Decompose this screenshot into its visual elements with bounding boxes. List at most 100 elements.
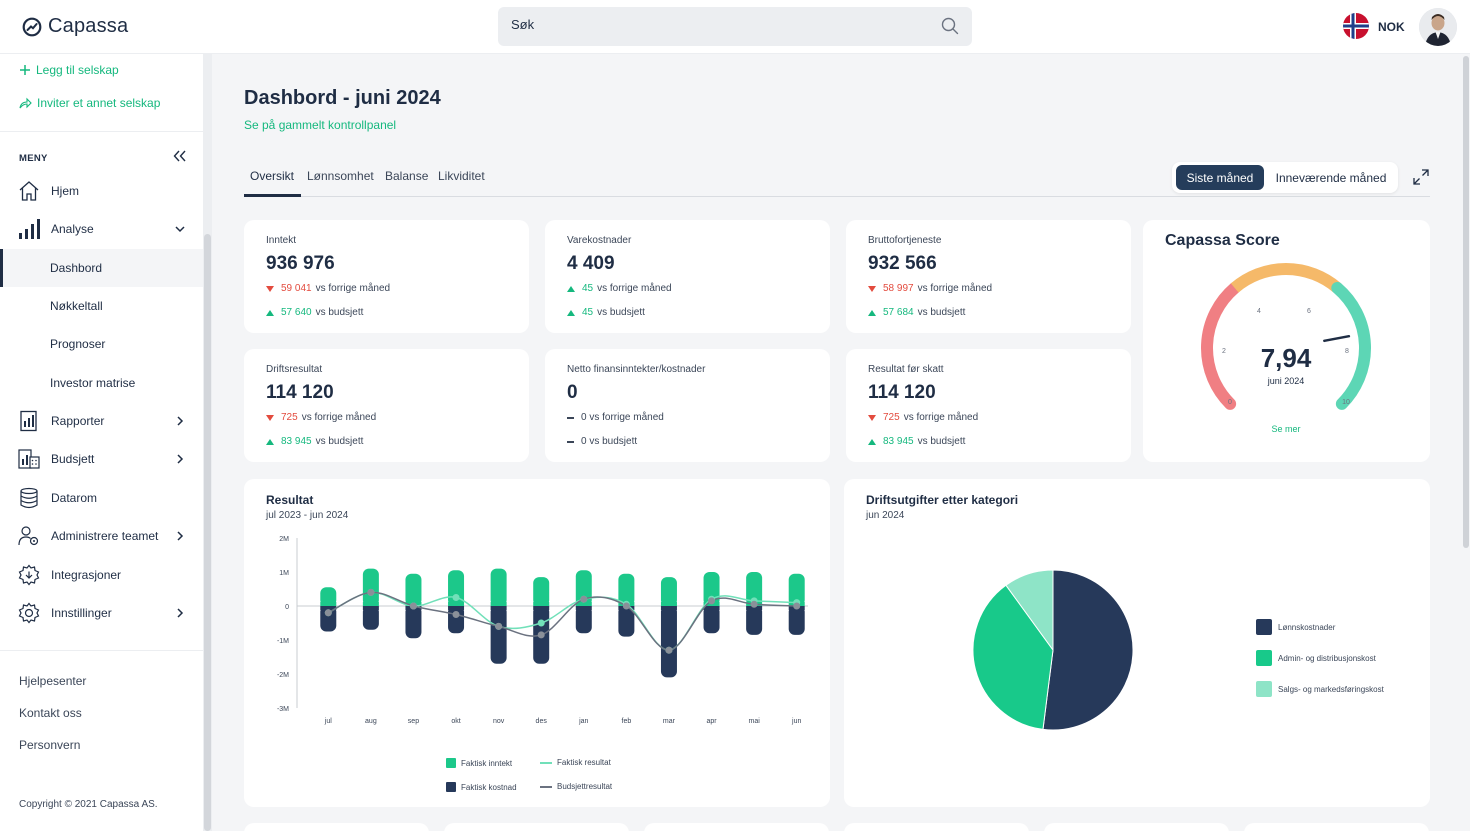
- sidebar-subitem-forecasts[interactable]: Prognoser: [50, 337, 106, 351]
- old-dashboard-link[interactable]: Se på gammelt kontrollpanel: [244, 118, 397, 132]
- point-budget-result[interactable]: [750, 600, 758, 608]
- bar-cost-nov[interactable]: [490, 606, 507, 664]
- sidebar-subitem-dashboard[interactable]: Dashbord: [0, 249, 203, 287]
- bar-cost-okt[interactable]: [448, 606, 465, 634]
- sidebar-scrollbar-thumb[interactable]: [204, 234, 211, 831]
- gauge-segment-0: [1201, 281, 1241, 410]
- point-budget-result[interactable]: [665, 646, 673, 654]
- bar-cost-aug[interactable]: [362, 606, 379, 630]
- bar-income-feb[interactable]: [618, 573, 635, 606]
- bar-cost-jul[interactable]: [320, 606, 337, 632]
- gauge-tick-10: 10: [1342, 399, 1350, 406]
- category-pie-chart: [972, 569, 1134, 731]
- point-actual-result[interactable]: [537, 619, 545, 627]
- pie-slice-2[interactable]: [1005, 569, 1054, 652]
- chevron-down-icon: [175, 226, 185, 233]
- sidebar-item-home[interactable]: Hjem: [0, 172, 203, 210]
- point-budget-result[interactable]: [495, 622, 503, 630]
- tab-balance[interactable]: Balanse: [385, 169, 429, 183]
- sidebar-divider: [0, 650, 203, 651]
- bar-cost-jan[interactable]: [575, 606, 592, 634]
- sidebar-item-manage-team[interactable]: Administrere teamet: [0, 517, 203, 555]
- user-avatar[interactable]: [1419, 8, 1457, 46]
- bar-income-base: [490, 602, 507, 606]
- bar-cost-mai[interactable]: [746, 606, 763, 635]
- vs-previous-month: 725 vs forrige måned: [266, 412, 376, 423]
- tab-profitability[interactable]: Lønnsomhet: [307, 169, 374, 183]
- currency-selector[interactable]: NOK: [1378, 20, 1405, 34]
- capassa-score-card[interactable]: Capassa Score 0 2 4 6 8 10 7,94 juni 202…: [1143, 220, 1430, 462]
- bar-income-jul[interactable]: [320, 587, 337, 606]
- invite-company-link[interactable]: Inviter et annet selskap: [19, 96, 160, 110]
- sidebar-item-reports[interactable]: Rapporter: [0, 402, 203, 440]
- vs-budget: 0 vs budsjett: [567, 436, 637, 447]
- y-tick-label: -1M: [277, 638, 289, 645]
- bar-cost-mar[interactable]: [660, 606, 677, 678]
- bar-income-jun[interactable]: [788, 573, 805, 606]
- sidebar-item-dataroom[interactable]: Datarom: [0, 479, 203, 517]
- privacy-link[interactable]: Personvern: [19, 738, 81, 752]
- sidebar-item-budget[interactable]: Budsjett: [0, 440, 203, 478]
- norway-flag-icon[interactable]: [1343, 13, 1369, 39]
- point-budget-result[interactable]: [409, 602, 417, 610]
- kpi-card-operating-result[interactable]: Driftsresultat 114 120 725 vs forrige mån…: [244, 349, 529, 462]
- collapse-sidebar-icon[interactable]: [173, 150, 187, 162]
- point-budget-result[interactable]: [622, 602, 630, 610]
- legend-budget-result: Budsjettresultat: [540, 782, 612, 791]
- search-input[interactable]: [511, 17, 911, 32]
- bar-income-base: [448, 602, 465, 606]
- point-budget-result[interactable]: [537, 631, 545, 639]
- point-actual-result[interactable]: [452, 594, 460, 601]
- bar-cost-jun[interactable]: [788, 606, 805, 635]
- kpi-card-net-finance[interactable]: Netto finansinntekter/kostnader 0 0 vs f…: [545, 349, 830, 462]
- pie-slice-1[interactable]: [972, 584, 1054, 730]
- bar-cost-apr[interactable]: [703, 606, 720, 634]
- bar-cost-feb[interactable]: [618, 606, 635, 637]
- bar-income-nov[interactable]: [490, 568, 507, 606]
- point-budget-result[interactable]: [324, 609, 332, 617]
- point-budget-result[interactable]: [708, 597, 716, 605]
- help-center-link[interactable]: Hjelpesenter: [19, 674, 87, 688]
- result-chart-title: Resultat: [266, 493, 314, 507]
- bar-income-aug[interactable]: [362, 568, 379, 606]
- down-arrow-icon: [266, 414, 274, 421]
- tab-overview[interactable]: Oversikt: [250, 169, 295, 183]
- search-icon[interactable]: [941, 17, 959, 35]
- sidebar-subitem-investor-matrix[interactable]: Investor matrise: [50, 376, 136, 390]
- bar-income-jan[interactable]: [575, 570, 592, 606]
- add-company-link[interactable]: Legg til selskap: [19, 63, 119, 77]
- result-chart: 2M 1M 0 -1M -2M -3M jul aug sep okt nov des jan feb ma…: [277, 536, 808, 725]
- main-scrollbar-thumb[interactable]: [1463, 56, 1469, 548]
- top-bar: Capassa NOK: [0, 0, 1470, 54]
- score-see-more-link: Se mer: [1271, 424, 1300, 434]
- result-chart-card: Resultat jul 2023 - jun 2024 2M 1M 0 -1M -2M…: [244, 479, 830, 807]
- gauge-tick-2: 2: [1222, 348, 1226, 355]
- x-tick-label: jul: [324, 718, 332, 725]
- point-budget-result[interactable]: [793, 602, 801, 610]
- sidebar-item-settings[interactable]: Innstillinger: [0, 594, 203, 632]
- sidebar-item-analyse[interactable]: Analyse: [0, 210, 203, 248]
- bar-income-sep[interactable]: [405, 573, 422, 606]
- bar-income-mar[interactable]: [660, 577, 677, 606]
- point-budget-result[interactable]: [580, 595, 588, 603]
- bar-income-des[interactable]: [533, 577, 550, 606]
- app-logo[interactable]: Capassa: [22, 15, 128, 38]
- point-budget-result[interactable]: [452, 611, 460, 618]
- kpi-card-gross-profit[interactable]: Bruttofortjeneste 932 566 58 997 vs forri…: [846, 220, 1131, 333]
- bar-cost-sep[interactable]: [405, 606, 422, 639]
- copyright-text: Copyright © 2021 Capassa AS.: [19, 799, 158, 810]
- last-month-button[interactable]: Siste måned: [1176, 165, 1264, 190]
- expand-icon[interactable]: [1412, 168, 1430, 186]
- current-month-button[interactable]: Inneværende måned: [1275, 170, 1387, 185]
- contact-link[interactable]: Kontakt oss: [19, 706, 82, 720]
- search-bar[interactable]: [498, 7, 972, 46]
- sidebar-subitem-key-figures[interactable]: Nøkkeltall: [50, 299, 103, 313]
- point-budget-result[interactable]: [367, 588, 375, 596]
- pie-slice-0[interactable]: [1042, 569, 1134, 731]
- kpi-card-cost-of-goods[interactable]: Varekostnader 4 409 45 vs forrige måned 4…: [545, 220, 830, 333]
- kpi-card-result-before-tax[interactable]: Resultat før skatt 114 120 725 vs forrige…: [846, 349, 1131, 462]
- tab-liquidity[interactable]: Likviditet: [438, 169, 485, 183]
- kpi-card-revenue[interactable]: Inntekt 936 976 59 041 vs forrige måned 5…: [244, 220, 529, 333]
- sidebar-item-integrations[interactable]: Integrasjoner: [0, 556, 203, 594]
- bar-income-mai[interactable]: [746, 572, 763, 606]
